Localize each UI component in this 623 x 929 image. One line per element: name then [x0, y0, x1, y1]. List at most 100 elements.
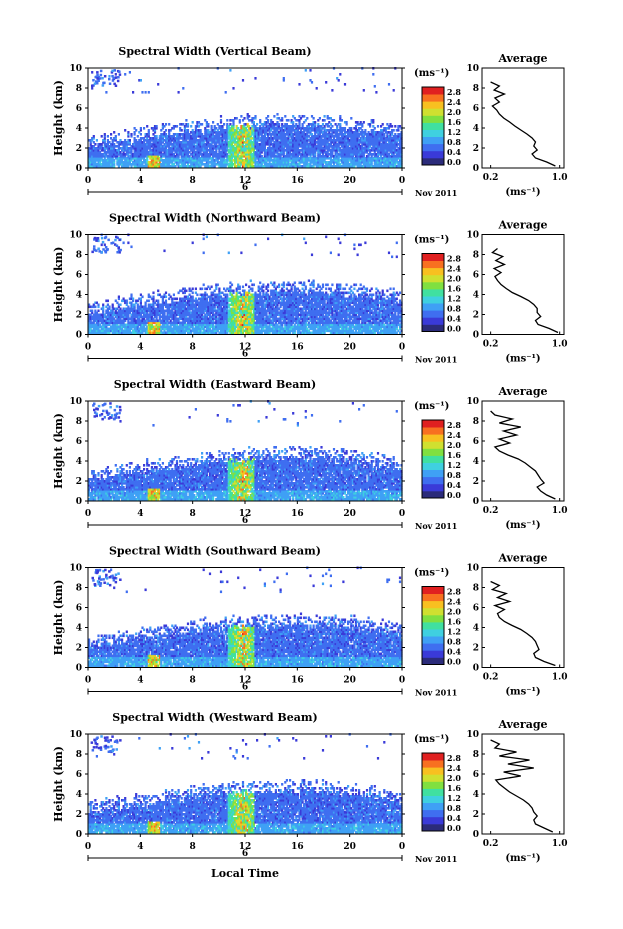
- heatmap-cell: [395, 145, 398, 148]
- heatmap-cell: [108, 157, 111, 160]
- heatmap-cell: [179, 133, 182, 136]
- heatmap-cell: [186, 131, 190, 134]
- heatmap-cell: [306, 131, 309, 134]
- heatmap-cell: [193, 143, 196, 146]
- heatmap-cell: [122, 331, 125, 335]
- heatmap-cell: [267, 133, 270, 136]
- heatmap-cell: [153, 165, 157, 168]
- heatmap-cell: [227, 127, 230, 130]
- heatmap-cell: [284, 129, 287, 132]
- heatmap-cell: [315, 149, 318, 152]
- heatmap-cell: [194, 125, 197, 128]
- heatmap-cell: [232, 145, 235, 148]
- heatmap-cell: [141, 325, 144, 329]
- heatmap-cell: [221, 129, 224, 132]
- colorbar-tick-label: 0.4: [447, 147, 461, 157]
- heatmap-cell: [168, 155, 171, 158]
- heatmap-cell: [157, 83, 160, 86]
- heatmap-cell: [375, 155, 378, 158]
- heatmap-cell: [132, 161, 135, 164]
- heatmap-cell: [310, 165, 314, 168]
- heatmap-cell: [117, 141, 120, 144]
- heatmap-cell: [232, 129, 235, 132]
- colorbar-swatch: [422, 157, 444, 166]
- heatmap-cell: [232, 149, 235, 152]
- heatmap-cell: [248, 147, 251, 150]
- heatmap-cell: [273, 137, 276, 140]
- heatmap-cell: [337, 137, 340, 140]
- heatmap-cell: [312, 143, 315, 146]
- heatmap-cell: [196, 149, 199, 152]
- heatmap-cell: [348, 151, 351, 154]
- heatmap-cell: [267, 165, 270, 168]
- heatmap-cell: [391, 131, 394, 134]
- heatmap-cell: [270, 123, 273, 126]
- heatmap-cell: [146, 319, 149, 323]
- heatmap-cell: [281, 137, 284, 140]
- heatmap-cell: [397, 151, 400, 154]
- heatmap-cell: [310, 127, 314, 130]
- heatmap-cell: [235, 151, 238, 154]
- heatmap-cell: [158, 143, 161, 146]
- heatmap-cell: [237, 141, 240, 144]
- heatmap-cell: [136, 143, 139, 146]
- heatmap-cell: [191, 145, 194, 148]
- heatmap-cell: [183, 145, 186, 148]
- heatmap-cell: [202, 155, 205, 158]
- heatmap-cell: [301, 123, 304, 126]
- heatmap-cell: [389, 159, 392, 162]
- heatmap-cell: [248, 133, 251, 136]
- heatmap-cell: [175, 153, 179, 156]
- heatmap-cell: [348, 147, 351, 150]
- heatmap-cell: [127, 241, 130, 245]
- heatmap-cell: [155, 151, 158, 154]
- heatmap-cell: [243, 145, 246, 148]
- heatmap-cell: [282, 147, 285, 150]
- heatmap-cell: [177, 137, 180, 140]
- heatmap-cell: [99, 161, 102, 164]
- heatmap-cell: [268, 123, 271, 126]
- heatmap-cell: [345, 137, 348, 140]
- heatmap-cell: [223, 143, 226, 146]
- heatmap-cell: [97, 327, 100, 331]
- heatmap-cell: [265, 127, 268, 130]
- heatmap-cell: [260, 137, 263, 140]
- heatmap-cell: [139, 305, 142, 309]
- heatmap-cell: [331, 141, 334, 144]
- heatmap-cell: [106, 143, 109, 146]
- heatmap-cell: [135, 161, 138, 164]
- heatmap-cell: [389, 163, 392, 166]
- heatmap-cell: [179, 149, 182, 152]
- heatmap-cell: [251, 133, 254, 136]
- heatmap-cell: [367, 137, 370, 140]
- heatmap-cell: [141, 149, 144, 152]
- heatmap-cell: [128, 139, 131, 142]
- heatmap-cell: [273, 131, 276, 134]
- heatmap-cell: [128, 301, 131, 305]
- heatmap-cell: [296, 163, 299, 166]
- heatmap-cell: [290, 155, 293, 158]
- heatmap-cell: [260, 159, 263, 162]
- heatmap-cell: [138, 297, 141, 301]
- heatmap-cell: [271, 163, 274, 166]
- heatmap-cell: [186, 163, 190, 166]
- heatmap-cell: [314, 131, 317, 134]
- heatmap-cell: [188, 139, 191, 142]
- heatmap-cell: [370, 163, 373, 166]
- heatmap-cell: [185, 289, 188, 293]
- heatmap-cell: [149, 313, 152, 317]
- heatmap-cell: [370, 129, 373, 132]
- heatmap-cell: [149, 157, 152, 160]
- heatmap-cell: [204, 143, 207, 146]
- heatmap-cell: [303, 135, 306, 138]
- heatmap-cell: [279, 145, 282, 148]
- heatmap-cell: [138, 165, 141, 168]
- heatmap-cell: [210, 125, 213, 128]
- heatmap-cell: [276, 117, 279, 120]
- heatmap-cell: [227, 163, 230, 166]
- heatmap-cell: [310, 145, 314, 148]
- heatmap-cell: [105, 155, 108, 158]
- heatmap-cell: [141, 307, 144, 311]
- heatmap-cell: [99, 145, 102, 148]
- heatmap-cell: [248, 119, 251, 122]
